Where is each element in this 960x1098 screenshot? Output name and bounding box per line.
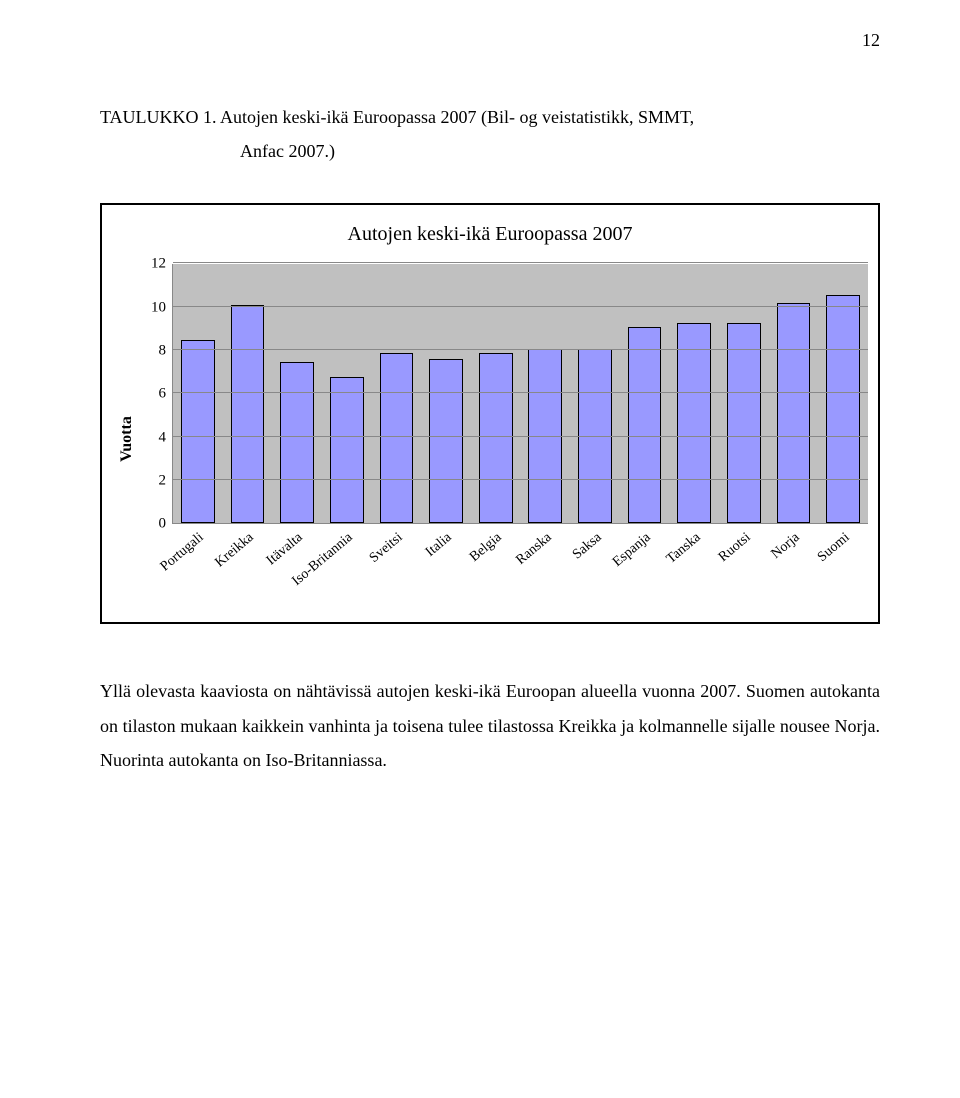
- caption-line2: Anfac 2007.): [100, 134, 880, 168]
- x-tick-label: Saksa: [570, 530, 605, 563]
- x-tick-label: Italia: [423, 530, 455, 561]
- gridline: [173, 262, 868, 263]
- bar-slot: [818, 264, 868, 523]
- x-tick-label: Belgia: [467, 530, 505, 566]
- gridline: [173, 349, 868, 350]
- bar: [479, 353, 513, 524]
- x-tick-label: Tanska: [664, 530, 705, 568]
- x-tick-label: Itävalta: [264, 530, 306, 569]
- bar: [777, 303, 811, 523]
- x-tick-label: Norja: [769, 530, 804, 563]
- gridline: [173, 436, 868, 437]
- y-tick-column: 024681012: [142, 264, 172, 524]
- bar-slot: [372, 264, 422, 523]
- y-tick-label: 10: [151, 299, 166, 316]
- bar: [181, 340, 215, 523]
- bar: [429, 359, 463, 523]
- x-label-slot: Norja: [769, 524, 819, 614]
- bar-slot: [173, 264, 223, 523]
- bar-slot: [719, 264, 769, 523]
- y-tick-label: 6: [159, 386, 167, 403]
- chart-title: Autojen keski-ikä Euroopassa 2007: [112, 223, 868, 246]
- bar-slot: [421, 264, 471, 523]
- x-label-slot: Iso-Britannia: [321, 524, 371, 614]
- x-label-slot: Saksa: [570, 524, 620, 614]
- chart-container: Autojen keski-ikä Euroopassa 2007 Vuotta…: [100, 203, 880, 624]
- x-label-slot: Sveitsi: [371, 524, 421, 614]
- y-tick-label: 0: [159, 516, 167, 533]
- bar-slot: [322, 264, 372, 523]
- bar-slot: [769, 264, 819, 523]
- y-tick-label: 8: [159, 343, 167, 360]
- gridline: [173, 479, 868, 480]
- x-label-slot: Ranska: [520, 524, 570, 614]
- bar-slot: [223, 264, 273, 523]
- x-tick-label: Suomi: [815, 530, 853, 566]
- bar-slot: [620, 264, 670, 523]
- caption-line1: TAULUKKO 1. Autojen keski-ikä Euroopassa…: [100, 100, 880, 134]
- page-number: 12: [862, 30, 880, 51]
- body-paragraph: Yllä olevasta kaaviosta on nähtävissä au…: [100, 674, 880, 777]
- bar: [677, 323, 711, 524]
- x-tick-label: Ruotsi: [716, 530, 754, 566]
- gridline: [173, 392, 868, 393]
- x-label-slot: Portugali: [172, 524, 222, 614]
- bars-layer: [173, 264, 868, 523]
- x-tick-label: Portugali: [158, 530, 208, 575]
- x-label-slot: Kreikka: [222, 524, 272, 614]
- x-label-slot: Italia: [421, 524, 471, 614]
- y-axis-label-column: Vuotta: [112, 264, 142, 614]
- gridline: [173, 306, 868, 307]
- bar: [628, 327, 662, 523]
- y-tick-label: 12: [151, 256, 166, 273]
- bar: [826, 295, 860, 524]
- bar-slot: [669, 264, 719, 523]
- plot-area: [172, 264, 868, 524]
- y-tick-label: 4: [159, 429, 167, 446]
- x-label-slot: Tanska: [669, 524, 719, 614]
- bar: [231, 305, 265, 523]
- bar-slot: [520, 264, 570, 523]
- x-labels-row: PortugaliKreikkaItävalta Iso-BritanniaSve…: [172, 524, 868, 614]
- bar: [330, 377, 364, 524]
- x-tick-label: Sveitsi: [367, 530, 406, 567]
- bar: [380, 353, 414, 524]
- plot-column: PortugaliKreikkaItävalta Iso-BritanniaSve…: [172, 264, 868, 614]
- x-label-slot: Belgia: [470, 524, 520, 614]
- x-label-slot: Ruotsi: [719, 524, 769, 614]
- bar-slot: [272, 264, 322, 523]
- x-label-slot: Suomi: [818, 524, 868, 614]
- y-tick-label: 2: [159, 473, 167, 490]
- table-caption: TAULUKKO 1. Autojen keski-ikä Euroopassa…: [100, 100, 880, 168]
- bar: [727, 323, 761, 524]
- bar-slot: [570, 264, 620, 523]
- bar: [280, 362, 314, 524]
- x-label-slot: Espanja: [619, 524, 669, 614]
- bar-slot: [471, 264, 521, 523]
- y-axis-label: Vuotta: [118, 417, 136, 463]
- x-tick-label: Ranska: [513, 530, 555, 569]
- chart-body: Vuotta 024681012 PortugaliKreikkaItävalt…: [112, 264, 868, 614]
